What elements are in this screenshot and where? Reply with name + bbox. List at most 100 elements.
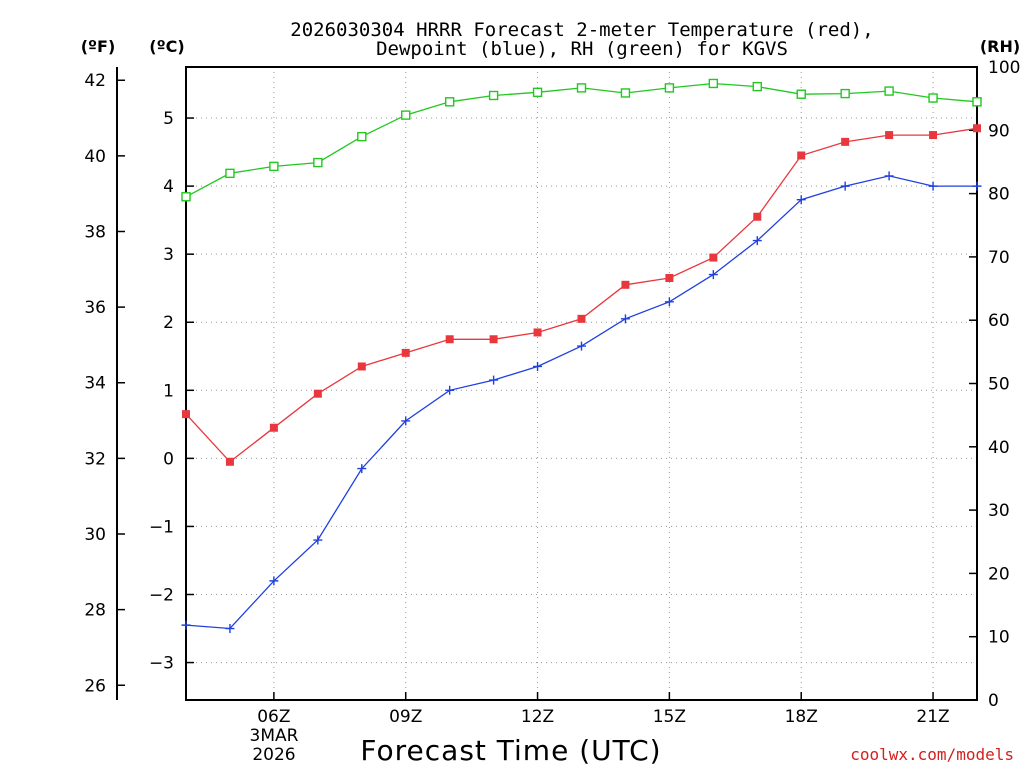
time-tick-label: 15Z: [653, 707, 686, 727]
rh-point: [488, 90, 499, 101]
temperature-point: [973, 124, 981, 133]
temperature-series: [182, 124, 981, 466]
date-label-year: 2026: [252, 745, 295, 765]
temperature-point: [577, 314, 586, 323]
dewpoint-point: [752, 236, 762, 246]
rh-point: [972, 97, 982, 107]
grid-lines: [186, 67, 977, 700]
temperature-point: [401, 348, 410, 357]
time-tick-label: 06Z: [257, 707, 290, 727]
time-tick-label: 21Z: [916, 707, 949, 727]
temperature-point: [313, 389, 322, 398]
temperature-point: [269, 423, 278, 432]
celsius-tick-label: −3: [149, 654, 174, 674]
celsius-tick-label: 3: [163, 245, 174, 265]
fahrenheit-tick-label: 42: [84, 71, 106, 91]
dewpoint-point: [664, 297, 674, 307]
celsius-tick-label: −2: [149, 586, 174, 606]
fahrenheit-tick-label: 34: [84, 374, 106, 394]
rh-series: [181, 78, 982, 202]
temperature-point: [709, 253, 718, 262]
temperature-point: [885, 131, 894, 140]
credit-text: coolwx.com/models: [850, 745, 1014, 764]
temperature-point: [357, 362, 366, 371]
rh-tick-label: 50: [988, 375, 1010, 395]
dewpoint-point: [357, 464, 367, 474]
dewpoint-point: [313, 535, 323, 545]
chart-title-line-2: Dewpoint (blue), RH (green) for KGVS: [376, 38, 788, 60]
celsius-tick-label: 1: [163, 381, 174, 401]
rh-tick-label: 40: [988, 438, 1010, 458]
fahrenheit-tick-label: 28: [84, 601, 106, 621]
temperature-point: [841, 137, 850, 146]
tick-labels: −3−2−10123452628303234363840420102030405…: [84, 58, 1020, 727]
fahrenheit-tick-label: 38: [84, 222, 106, 242]
rh-point: [928, 93, 938, 103]
dewpoint-point: [489, 375, 499, 385]
rh-point: [444, 97, 455, 107]
rh-point: [313, 157, 323, 168]
rh-tick-label: 10: [988, 628, 1010, 648]
data-series: [181, 78, 982, 634]
x-axis-title: Forecast Time (UTC): [360, 734, 661, 767]
temperature-point: [182, 410, 190, 419]
rh-tick-label: 30: [988, 501, 1010, 521]
temperature-point: [225, 457, 234, 466]
rh-tick-label: 60: [988, 311, 1010, 331]
temperature-point: [753, 212, 762, 221]
celsius-tick-label: 4: [163, 177, 174, 197]
rh-tick-label: 100: [988, 58, 1020, 78]
temperature-point: [489, 335, 498, 344]
dewpoint-point: [840, 181, 850, 191]
temperature-point: [797, 151, 806, 160]
dewpoint-series: [181, 171, 982, 634]
rh-tick-label: 90: [988, 121, 1010, 141]
celsius-tick-label: −1: [149, 517, 174, 537]
rh-point: [357, 131, 367, 142]
celsius-tick-label: 0: [163, 449, 174, 469]
axes: [116, 66, 978, 701]
fahrenheit-tick-label: 40: [84, 147, 106, 167]
dewpoint-point: [928, 181, 938, 191]
fahrenheit-tick-label: 36: [84, 298, 106, 318]
dewpoint-point: [533, 361, 543, 371]
rh-point: [401, 110, 411, 120]
temperature-line: [185, 127, 978, 463]
temperature-point: [533, 328, 542, 337]
rh-tick-label: 0: [988, 691, 999, 711]
rh-unit-label: (RH): [980, 37, 1020, 56]
rh-point: [181, 192, 191, 202]
dewpoint-point: [269, 576, 279, 586]
dewpoint-point: [181, 620, 191, 630]
rh-point: [664, 83, 675, 93]
rh-point: [225, 168, 235, 179]
chart-title-line-1: 2026030304 HRRR Forecast 2-meter Tempera…: [290, 19, 873, 41]
fahrenheit-unit-label: (ºF): [81, 37, 116, 56]
celsius-tick-label: 5: [163, 109, 174, 129]
time-tick-label: 09Z: [389, 707, 422, 727]
rh-point: [708, 78, 719, 89]
celsius-unit-label: (ºC): [149, 37, 184, 56]
rh-tick-label: 70: [988, 248, 1010, 268]
temperature-point: [665, 274, 674, 282]
rh-tick-label: 80: [988, 185, 1010, 205]
temperature-point: [621, 280, 630, 289]
rh-point: [796, 89, 806, 99]
fahrenheit-tick-label: 32: [84, 449, 106, 469]
rh-tick-label: 20: [988, 564, 1010, 584]
dewpoint-point: [577, 341, 586, 351]
dewpoint-point: [401, 416, 411, 426]
dewpoint-point: [972, 181, 982, 191]
celsius-tick-label: 2: [163, 313, 174, 333]
dewpoint-point: [796, 195, 806, 205]
rh-point: [752, 81, 762, 92]
fahrenheit-tick-label: 26: [84, 676, 106, 696]
rh-point: [884, 86, 894, 96]
rh-point: [620, 88, 631, 98]
time-tick-label: 12Z: [521, 707, 554, 727]
dewpoint-line: [185, 175, 977, 630]
plot-frame: [185, 66, 978, 701]
dewpoint-point: [884, 171, 894, 181]
rh-point: [576, 83, 587, 93]
